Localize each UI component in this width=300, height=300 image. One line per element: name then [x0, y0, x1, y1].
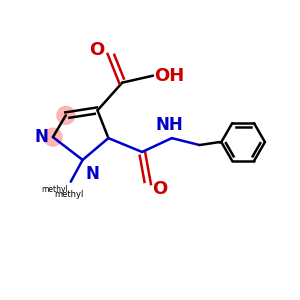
- Circle shape: [57, 106, 75, 124]
- Text: methyl: methyl: [41, 185, 68, 194]
- Text: NH: NH: [156, 116, 184, 134]
- Text: O: O: [89, 41, 104, 59]
- Text: N: N: [34, 128, 48, 146]
- Text: O: O: [152, 180, 167, 198]
- Circle shape: [44, 128, 62, 146]
- Text: OH: OH: [154, 67, 184, 85]
- Text: methyl: methyl: [54, 190, 83, 199]
- Text: N: N: [85, 165, 100, 183]
